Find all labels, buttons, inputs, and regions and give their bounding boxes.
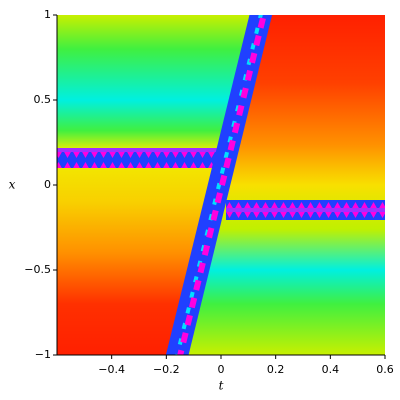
x-tick-label: −0.2 — [153, 363, 180, 376]
x-tick-label: 0 — [218, 363, 225, 376]
x-tick-label: 0.6 — [376, 363, 394, 376]
x-tick-label: −0.4 — [98, 363, 125, 376]
y-tick-label: −1 — [35, 348, 51, 361]
y-axis-title: x — [9, 178, 16, 192]
y-tick-label: 1 — [44, 8, 51, 21]
density-field — [57, 15, 385, 355]
y-tick-label: 0.5 — [34, 93, 52, 106]
y-tick-label: −0.5 — [24, 263, 51, 276]
x-tick-label: 0.4 — [322, 363, 340, 376]
y-tick-label: 0 — [44, 178, 51, 191]
x-tick-label: 0.2 — [267, 363, 285, 376]
x-axis-title: t — [219, 379, 224, 393]
